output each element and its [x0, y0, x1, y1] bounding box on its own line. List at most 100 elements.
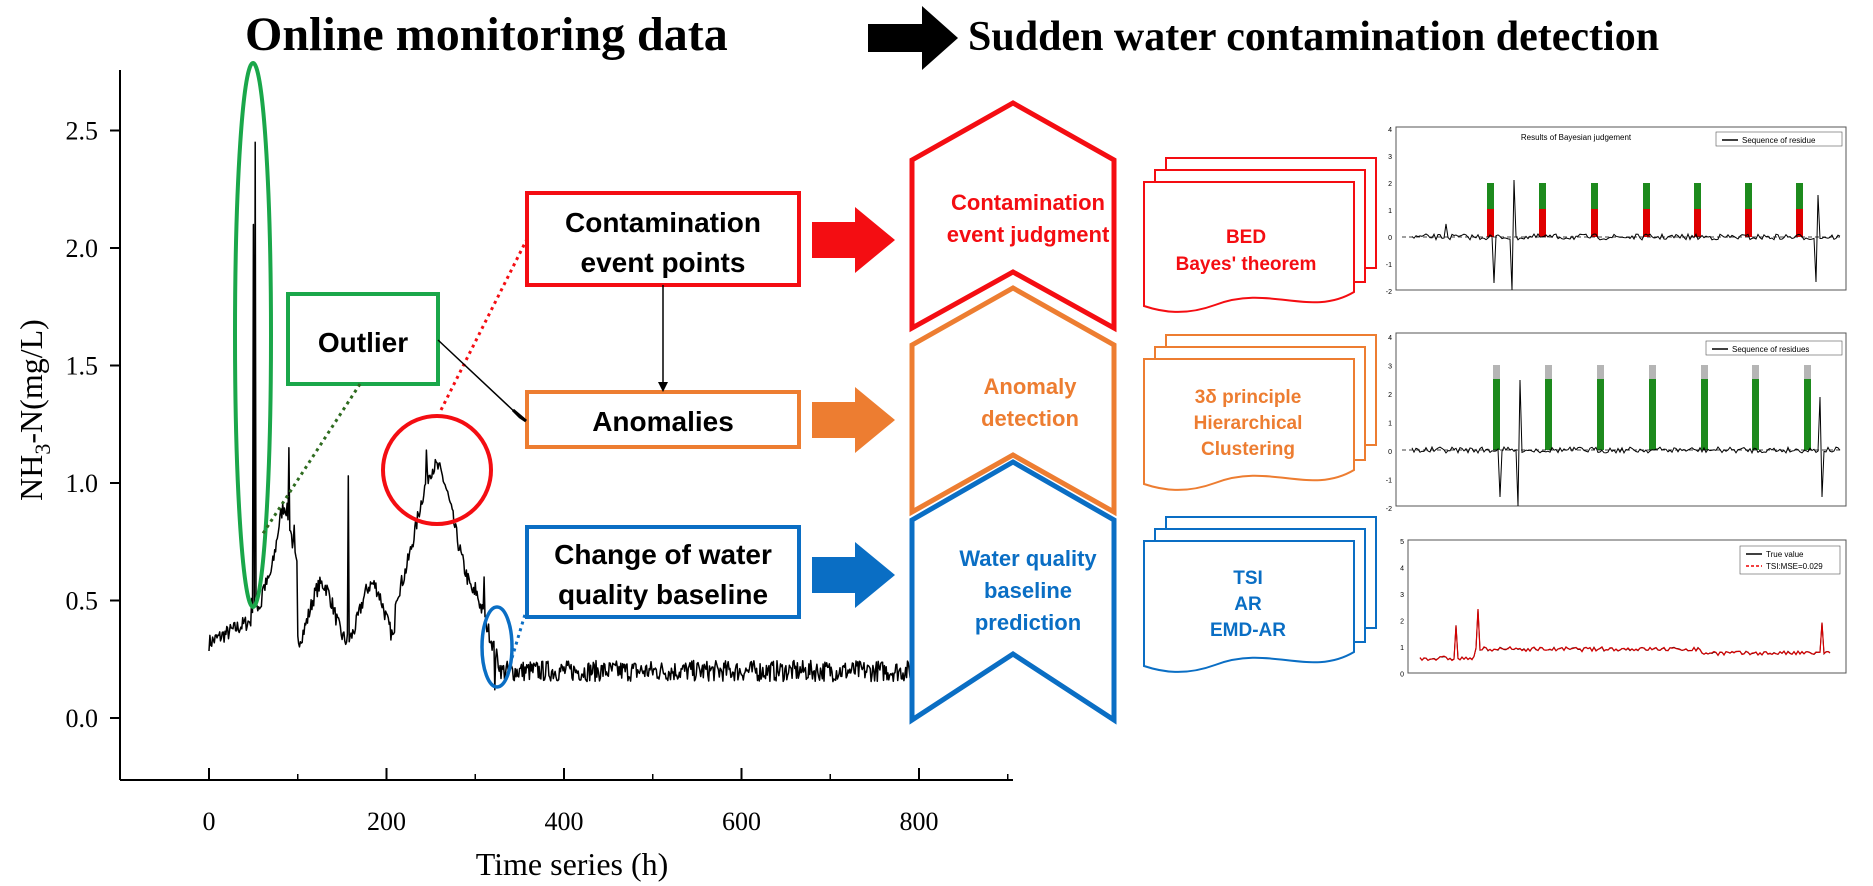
contamination-points-label-2: event points — [581, 247, 746, 278]
orange-method-label-2: Hierarchical — [1194, 413, 1303, 434]
anomaly-stage-label-2: detection — [981, 406, 1079, 431]
red-method-stack — [1143, 157, 1377, 313]
baseline-highlight-ellipse — [480, 605, 514, 689]
thumb-y-tick-label: -1 — [1386, 262, 1392, 269]
blue-method-label-3: EMD-AR — [1210, 620, 1286, 641]
red-method-label-2: Bayes' theorem — [1176, 254, 1317, 275]
header-left-title: Online monitoring data — [245, 8, 728, 61]
thumb-y-tick-label: 1 — [1400, 645, 1404, 652]
baseline-stage-label-2: baseline — [984, 578, 1072, 603]
judgment-stage-label-1: Contamination — [951, 190, 1105, 215]
thumb-y-tick-label: 5 — [1400, 539, 1404, 546]
thumb-y-tick-label: 3 — [1400, 592, 1404, 599]
thumb-y-tick-label: -2 — [1386, 289, 1392, 296]
thumb1-y-ticks: 4 3 2 1 0 -1 -2 — [1386, 127, 1392, 296]
baseline-stage-shape — [909, 459, 1117, 725]
baseline-stage-label-3: prediction — [975, 610, 1081, 635]
thumb1-red-bar — [1745, 209, 1752, 237]
red-method-label-1: BED — [1226, 227, 1266, 248]
y-axis-label: NH3-N(mg/L) — [13, 319, 55, 501]
baseline-change-label-1: Change of water — [554, 539, 772, 570]
thumb1-red-bar — [1539, 209, 1546, 237]
thumb1-frame — [1395, 126, 1847, 291]
baseline-connector-line — [510, 610, 528, 659]
thumb2-green-bar — [1545, 379, 1552, 450]
y-label-main: NH — [13, 455, 49, 501]
y-label-rest: -N(mg/L) — [13, 319, 49, 443]
outlier-highlight-ellipse — [233, 61, 273, 609]
y-tick-label: 0.0 — [66, 704, 99, 733]
y-label-sub: 3 — [30, 444, 55, 455]
header-arrow-icon — [868, 6, 958, 70]
blue-method-label-2: AR — [1234, 594, 1262, 615]
thumb1-red-bar — [1487, 209, 1494, 237]
baseline-stage-label-1: Water quality — [959, 546, 1097, 571]
thumb1-title: Results of Bayesian judgement — [1521, 133, 1632, 142]
thumb2-green-bar — [1701, 379, 1708, 450]
thumb1-red-bar — [1694, 209, 1701, 237]
x-tick-label: 0 — [203, 807, 216, 836]
thumb-y-tick-label: 0 — [1388, 449, 1392, 456]
red-flow-arrow-icon — [812, 207, 895, 273]
orange-method-stack — [1143, 334, 1377, 491]
thumb-y-tick-label: -1 — [1386, 478, 1392, 485]
thumb2-green-bar — [1752, 379, 1759, 450]
y-axis-ticks: 0.0 0.5 1.0 1.5 2.0 2.5 — [66, 117, 120, 733]
baseline-change-label-2: quality baseline — [558, 579, 768, 610]
thumb1-red-bar — [1796, 209, 1803, 237]
blue-method-label-1: TSI — [1233, 568, 1263, 589]
thumb3-y-ticks: 5 4 3 2 1 0 — [1400, 539, 1404, 679]
outlier-label-box — [286, 292, 440, 386]
thumb-y-tick-label: 2 — [1400, 619, 1404, 626]
contamination-points-label-1: Contamination — [565, 207, 761, 238]
orange-flow-arrow-icon — [812, 387, 895, 453]
thumb-y-tick-label: 4 — [1388, 335, 1392, 342]
thumb2-green-bar — [1649, 379, 1656, 450]
judgment-stage-label-2: event judgment — [947, 222, 1110, 247]
blue-flow-arrow-icon — [812, 542, 895, 608]
anomaly-stage-label-1: Anomaly — [984, 374, 1078, 399]
bayesian-result-thumbnail: Results of Bayesian judgement Sequence o… — [1386, 126, 1847, 296]
outlier-connector-line — [260, 383, 362, 536]
thumb2-residue-series — [1411, 379, 1841, 507]
orange-method-label-1: 3δ principle — [1195, 387, 1302, 408]
x-axis-ticks: 0 200 400 600 800 — [119, 768, 1009, 836]
thumb2-gray-bar — [1493, 365, 1500, 379]
x-tick-label: 800 — [900, 807, 939, 836]
x-tick-label: 600 — [722, 807, 761, 836]
contamination-highlight-circle — [381, 414, 493, 526]
thumb1-judgement-bars — [1487, 183, 1803, 237]
thumb-y-tick-label: 1 — [1388, 208, 1392, 215]
thumb2-gray-bar — [1545, 365, 1552, 379]
thumb-y-tick-label: 2 — [1388, 392, 1392, 399]
y-tick-label: 1.5 — [66, 352, 99, 381]
outlier-label: Outlier — [318, 327, 408, 358]
thumb2-y-ticks: 4 3 2 1 0 -1 -2 — [1386, 335, 1392, 513]
header-right-title: Sudden water contamination detection — [968, 14, 1659, 60]
thumb3-legend-tsi: TSI:MSE=0.029 — [1766, 562, 1823, 571]
outlier-to-anomalies-arrowhead-icon — [511, 408, 527, 423]
thumb-y-tick-label: 3 — [1388, 364, 1392, 371]
thumb2-gray-bar — [1804, 365, 1811, 379]
thumb-y-tick-label: 2 — [1388, 181, 1392, 188]
y-tick-label: 0.5 — [66, 587, 99, 616]
thumb1-legend-box — [1715, 131, 1843, 147]
judgment-stage-shape — [909, 100, 1117, 333]
y-tick-label: 2.5 — [66, 117, 99, 146]
thumb2-gray-bar — [1752, 365, 1759, 379]
nh3-time-series-line — [208, 141, 911, 691]
thumb1-legend: Sequence of residue — [1742, 136, 1816, 145]
thumb2-gray-bar — [1597, 365, 1604, 379]
baseline-change-box — [525, 525, 801, 619]
thumb-y-tick-label: 0 — [1400, 672, 1404, 679]
thumb-y-tick-label: 4 — [1400, 566, 1404, 573]
thumb-y-tick-label: 1 — [1388, 421, 1392, 428]
anomalies-label: Anomalies — [592, 406, 734, 437]
thumb1-residue-series — [1411, 179, 1841, 291]
contamination-connector-line — [439, 236, 530, 411]
thumb-y-tick-label: 4 — [1388, 127, 1392, 134]
thumb2-anomaly-bars — [1493, 365, 1811, 450]
anomaly-result-thumbnail: Sequence of residues 4 3 2 1 0 -1 -2 — [1386, 332, 1847, 513]
thumb3-legend-box — [1739, 545, 1841, 575]
